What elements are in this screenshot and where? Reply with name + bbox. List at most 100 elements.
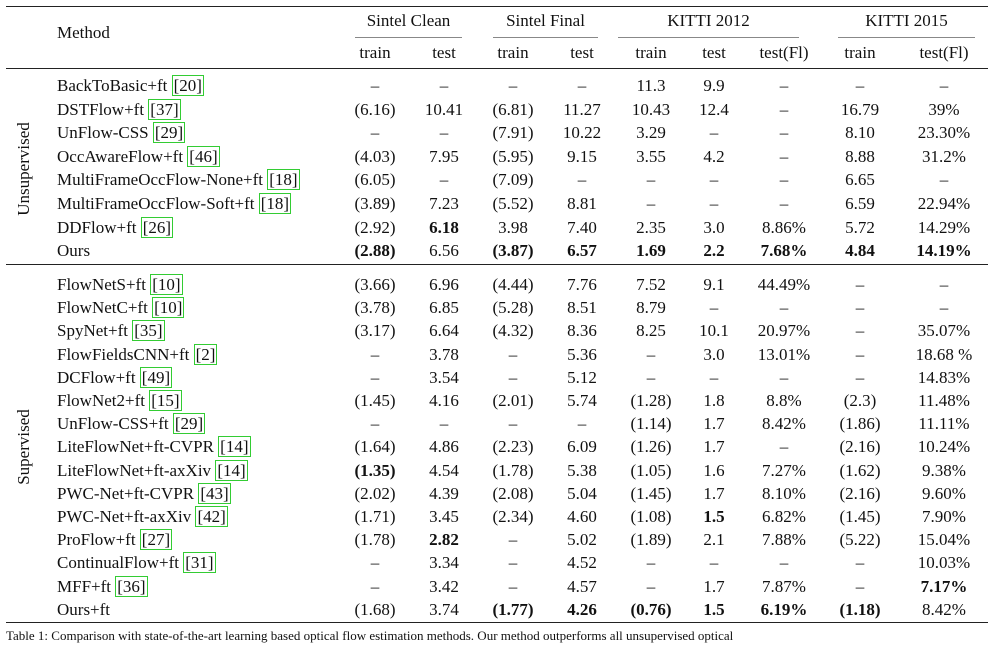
value-cell: 8.42%: [922, 599, 966, 619]
method-name: FlowNet2+ft: [57, 391, 145, 410]
method-name: Ours+ft: [57, 599, 111, 619]
value-cell: (1.05): [630, 460, 672, 480]
value-cell: –: [709, 298, 719, 318]
value-cell: 11.48%: [918, 391, 970, 410]
group-header: Sintel Clean: [366, 11, 451, 30]
value-cell: (6.05): [354, 170, 396, 190]
method-name: PWC-Net+ft-CVPR: [57, 483, 195, 503]
value-cell: 8.42%: [762, 414, 806, 434]
value-cell: –: [508, 344, 518, 364]
citation: [46]: [187, 145, 220, 167]
value-cell: 7.23: [429, 194, 459, 213]
citation: [14]: [218, 436, 251, 458]
method-name: MFF+ft: [57, 576, 111, 596]
value-cell: 3.98: [498, 217, 528, 237]
value-cell: 6.57: [567, 241, 597, 261]
value-cell: (3.17): [354, 321, 396, 341]
value-cell: –: [709, 194, 719, 213]
value-cell: 14.29%: [917, 217, 971, 237]
value-cell: (1.62): [839, 460, 881, 480]
value-cell: –: [439, 76, 449, 95]
value-cell: (1.14): [630, 414, 672, 434]
value-cell: 8.10%: [762, 483, 806, 503]
value-cell: 4.2: [703, 146, 725, 166]
value-cell: (7.09): [492, 170, 534, 190]
method-cell: DSTFlow+ft [37]: [57, 98, 181, 120]
value-cell: 15.04%: [917, 530, 971, 550]
method-cell: MultiFrameOccFlow-Soft+ft [18]: [57, 193, 292, 214]
value-cell: (1.86): [839, 414, 881, 434]
method-name: DSTFlow+ft: [57, 99, 145, 119]
value-cell: –: [855, 321, 865, 341]
value-cell: 3.29: [636, 123, 666, 143]
value-cell: 6.85: [429, 298, 459, 318]
group-underline: [618, 37, 799, 38]
value-cell: 11.11%: [918, 414, 970, 434]
value-cell: 7.90%: [922, 507, 966, 526]
top-rule: [6, 6, 988, 7]
citation: [43]: [198, 482, 231, 504]
value-cell: 3.34: [429, 553, 459, 573]
value-cell: (1.77): [492, 599, 534, 619]
value-cell: (2.02): [354, 483, 396, 503]
value-cell: –: [508, 367, 518, 387]
value-cell: –: [855, 275, 865, 294]
value-cell: (1.64): [354, 437, 396, 457]
citation: [14]: [215, 459, 248, 481]
value-cell: –: [779, 194, 789, 213]
value-cell: –: [370, 123, 380, 143]
value-cell: (2.3): [843, 391, 877, 410]
value-cell: 3.45: [429, 507, 459, 526]
method-name: MultiFrameOccFlow-Soft+ft: [57, 194, 255, 213]
citation: [18]: [258, 193, 292, 214]
value-cell: (2.92): [354, 217, 396, 237]
value-cell: 9.38%: [922, 460, 966, 480]
citation: [36]: [115, 575, 148, 597]
method-name: LiteFlowNet+ft-axXiv: [57, 460, 212, 480]
method-cell: FlowFieldsCNN+ft [2]: [57, 343, 218, 365]
method-cell: SpyNet+ft [35]: [57, 320, 165, 342]
method-cell: ProFlow+ft [27]: [57, 529, 173, 551]
value-cell: 6.56: [429, 241, 459, 261]
method-name: ContinualFlow+ft: [57, 553, 179, 573]
method-cell: MultiFrameOccFlow-None+ft [18]: [57, 169, 300, 191]
value-cell: –: [939, 275, 949, 294]
method-name: DDFlow+ft: [57, 217, 137, 237]
value-cell: 10.41: [424, 99, 464, 119]
value-cell: –: [939, 76, 949, 95]
value-cell: (3.89): [354, 194, 396, 213]
value-cell: –: [779, 123, 789, 143]
value-cell: –: [855, 344, 865, 364]
method-name: FlowNetS+ft: [57, 275, 146, 294]
value-cell: 7.17%: [920, 576, 968, 596]
value-cell: 11.27: [563, 99, 601, 119]
method-name: DCFlow+ft: [57, 367, 136, 387]
value-cell: –: [779, 553, 789, 573]
value-cell: (2.01): [492, 391, 534, 410]
value-cell: –: [370, 367, 380, 387]
value-cell: 7.52: [636, 275, 666, 294]
method-name: UnFlow-CSS: [57, 123, 149, 143]
value-cell: –: [646, 367, 656, 387]
value-cell: –: [508, 414, 518, 434]
value-cell: 9.15: [567, 146, 597, 166]
value-cell: (1.89): [630, 530, 672, 550]
value-cell: –: [779, 298, 789, 318]
value-cell: 7.27%: [762, 460, 806, 480]
value-cell: (5.22): [839, 530, 881, 550]
value-cell: –: [577, 170, 587, 190]
value-cell: (1.18): [839, 599, 881, 619]
value-cell: (5.52): [492, 194, 534, 213]
value-cell: 5.72: [845, 217, 875, 237]
value-cell: –: [508, 530, 518, 550]
value-cell: –: [855, 576, 865, 596]
citation: [10]: [150, 274, 183, 295]
group-header: Sintel Final: [506, 11, 585, 30]
header-rule: [6, 68, 988, 69]
value-cell: –: [709, 170, 719, 190]
citation: [29]: [172, 413, 206, 435]
group-underline: [355, 37, 462, 38]
citation: [18]: [267, 169, 300, 191]
value-cell: 8.8%: [766, 391, 802, 410]
value-cell: 2.2: [703, 241, 725, 261]
